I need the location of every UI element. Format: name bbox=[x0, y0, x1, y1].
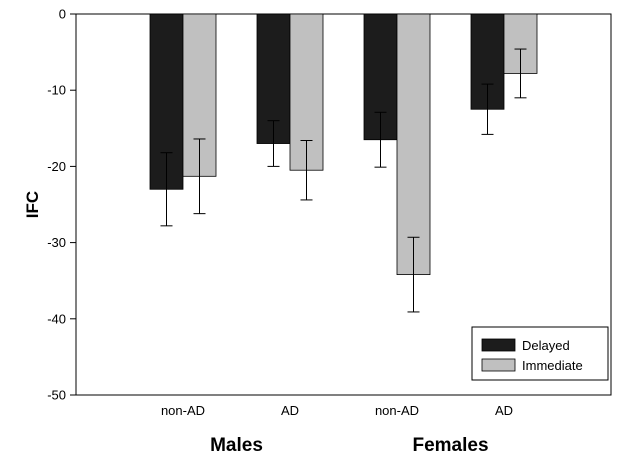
bar-immediate bbox=[396, 13, 431, 276]
error-bar-delayed bbox=[481, 83, 494, 135]
y-tick-label: -30 bbox=[47, 235, 66, 250]
error-bar-immediate bbox=[407, 236, 420, 313]
group-labels: Males Females bbox=[210, 435, 488, 456]
error-bar-immediate bbox=[300, 139, 313, 201]
x-tick-label: non-AD bbox=[375, 403, 419, 418]
legend-swatch-immediate bbox=[481, 358, 516, 372]
y-axis-title: IFC bbox=[23, 191, 42, 218]
error-bars bbox=[160, 48, 527, 313]
y-tick-label: -50 bbox=[47, 388, 66, 403]
legend-swatch-delayed bbox=[481, 338, 516, 352]
legend: Delayed Immediate bbox=[471, 326, 609, 381]
group-label: Females bbox=[412, 435, 488, 456]
group-label: Males bbox=[210, 435, 263, 456]
error-bar-delayed bbox=[374, 111, 387, 168]
y-tick-label: -40 bbox=[47, 311, 66, 326]
y-tick-label: -20 bbox=[47, 159, 66, 174]
error-bar-delayed bbox=[267, 120, 280, 167]
error-bar-immediate bbox=[193, 138, 206, 215]
bars bbox=[149, 13, 538, 276]
y-tick-label: 0 bbox=[59, 7, 66, 22]
legend-label: Immediate bbox=[522, 358, 583, 373]
error-bar-immediate bbox=[514, 48, 527, 99]
y-axis: 0 -10 -20 -30 -40 -50 bbox=[47, 7, 76, 403]
y-tick-label: -10 bbox=[47, 83, 66, 98]
x-axis-tick-labels: non-AD AD non-AD AD bbox=[161, 403, 513, 418]
error-bar-delayed bbox=[160, 152, 173, 227]
x-tick-label: AD bbox=[281, 403, 299, 418]
x-tick-label: non-AD bbox=[161, 403, 205, 418]
plot-frame bbox=[75, 13, 612, 396]
plot-border bbox=[75, 13, 612, 396]
legend-label: Delayed bbox=[522, 338, 570, 353]
x-tick-label: AD bbox=[495, 403, 513, 418]
